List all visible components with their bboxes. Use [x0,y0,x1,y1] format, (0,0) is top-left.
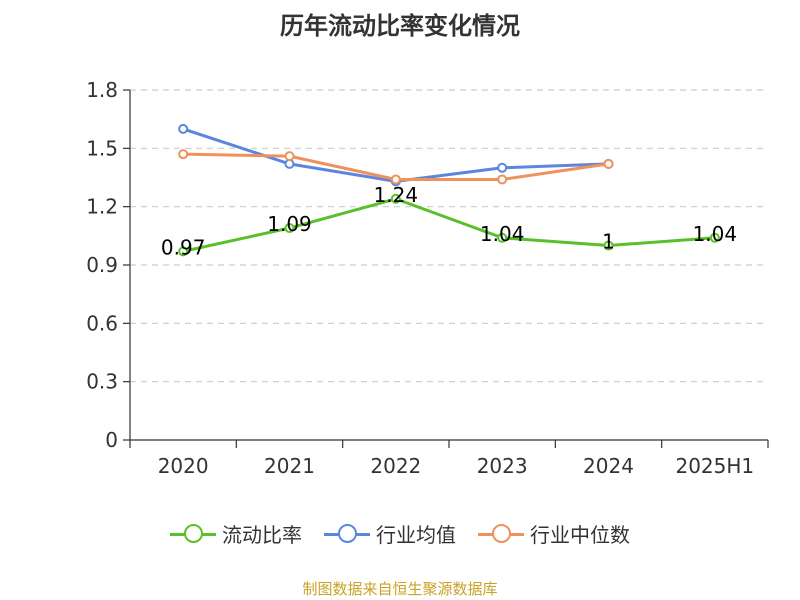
data-label: 0.97 [161,235,206,259]
data-point [390,193,401,204]
legend-item[interactable]: 行业中位数 [478,519,630,548]
data-point [709,232,720,243]
x-tick-label: 2023 [477,454,528,478]
chart-title: 历年流动比率变化情况 [280,12,520,40]
data-point [603,158,614,169]
data-labels: 0.97 1.09 1.24 1.04 1 1.04 [161,183,737,260]
data-point [178,123,189,134]
data-label: 1.24 [374,183,419,207]
data-point [497,174,508,185]
legend-marker-icon [478,523,524,544]
y-tick-label: 1.2 [86,195,118,219]
legend: 流动比率 行业均值 行业中位数 [0,519,800,548]
legend-label: 行业中位数 [530,523,630,547]
data-point [603,240,614,251]
x-tick-label: 2022 [370,454,421,478]
data-label: 1 [602,230,615,254]
y-tick-label: 0 [105,428,118,452]
legend-marker-icon [170,523,216,544]
legend-marker-icon [324,523,370,544]
legend-label: 流动比率 [222,523,302,547]
data-point [497,162,508,173]
data-point [178,246,189,257]
data-point [178,149,189,160]
legend-item[interactable]: 流动比率 [170,519,302,548]
axes: 0 0.3 0.6 0.9 1.2 1.5 1.8 2020 2021 2022 2023 2024 2… [86,78,769,478]
y-tick-label: 0.3 [86,370,118,394]
data-point [284,223,295,234]
x-tick-label: 2021 [264,454,315,478]
series-line-0 [181,197,717,253]
data-point [390,174,401,185]
x-tick-label: 2025H1 [675,454,754,478]
data-point [284,151,295,162]
legend-label: 行业均值 [376,523,456,547]
y-tick-label: 0.6 [86,311,118,335]
data-point [497,232,508,243]
data-label: 1.04 [480,222,525,246]
legend-item[interactable]: 行业均值 [324,519,456,548]
y-tick-label: 1.5 [86,136,118,160]
data-label: 1.09 [267,212,312,236]
x-tick-label: 2024 [583,454,634,478]
gridlines [130,89,768,383]
series [178,123,720,257]
data-label: 1.04 [693,222,738,246]
y-tick-label: 0.9 [86,253,118,277]
source-note: 制图数据来自恒生聚源数据库 [302,580,498,598]
x-tick-label: 2020 [158,454,209,478]
y-tick-label: 1.8 [86,78,118,102]
